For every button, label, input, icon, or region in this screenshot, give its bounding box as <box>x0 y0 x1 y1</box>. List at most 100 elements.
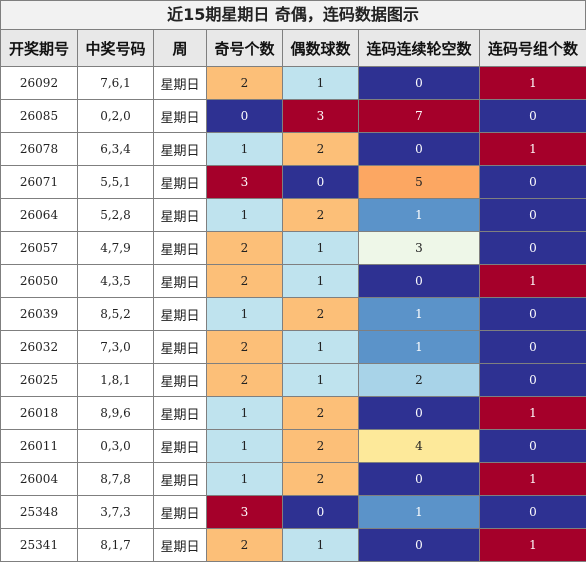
cell-numbers: 4,3,5 <box>78 265 154 298</box>
cell-odd-count: 1 <box>207 430 283 463</box>
cell-consecutive-groups: 0 <box>480 430 586 463</box>
cell-week: 星期日 <box>154 298 207 331</box>
cell-consecutive-miss: 7 <box>359 100 480 133</box>
cell-issue: 26064 <box>1 199 78 232</box>
cell-numbers: 5,5,1 <box>78 166 154 199</box>
cell-consecutive-groups: 1 <box>480 67 586 100</box>
cell-issue: 26018 <box>1 397 78 430</box>
cell-week: 星期日 <box>154 265 207 298</box>
cell-odd-count: 2 <box>207 364 283 397</box>
cell-week: 星期日 <box>154 364 207 397</box>
cell-numbers: 8,9,6 <box>78 397 154 430</box>
cell-week: 星期日 <box>154 529 207 562</box>
cell-consecutive-miss: 1 <box>359 298 480 331</box>
cell-consecutive-groups: 1 <box>480 133 586 166</box>
cell-issue: 26085 <box>1 100 78 133</box>
cell-numbers: 8,7,8 <box>78 463 154 496</box>
page-title: 近15期星期日 奇偶，连码数据图示 <box>0 0 586 29</box>
header-week: 周 <box>154 30 207 67</box>
cell-consecutive-groups: 1 <box>480 529 586 562</box>
cell-consecutive-groups: 0 <box>480 166 586 199</box>
cell-odd-count: 1 <box>207 463 283 496</box>
cell-issue: 26092 <box>1 67 78 100</box>
cell-week: 星期日 <box>154 133 207 166</box>
cell-consecutive-groups: 0 <box>480 364 586 397</box>
cell-issue: 26050 <box>1 265 78 298</box>
cell-issue: 25341 <box>1 529 78 562</box>
cell-even-count: 1 <box>283 529 359 562</box>
cell-consecutive-groups: 1 <box>480 265 586 298</box>
cell-numbers: 3,7,3 <box>78 496 154 529</box>
cell-odd-count: 2 <box>207 232 283 265</box>
cell-consecutive-miss: 5 <box>359 166 480 199</box>
cell-week: 星期日 <box>154 397 207 430</box>
cell-consecutive-miss: 4 <box>359 430 480 463</box>
cell-consecutive-groups: 0 <box>480 298 586 331</box>
cell-even-count: 2 <box>283 199 359 232</box>
cell-even-count: 2 <box>283 298 359 331</box>
cell-even-count: 0 <box>283 496 359 529</box>
cell-issue: 26078 <box>1 133 78 166</box>
cell-consecutive-miss: 1 <box>359 331 480 364</box>
cell-even-count: 0 <box>283 166 359 199</box>
cell-week: 星期日 <box>154 166 207 199</box>
cell-odd-count: 2 <box>207 265 283 298</box>
cell-even-count: 3 <box>283 100 359 133</box>
cell-consecutive-groups: 0 <box>480 199 586 232</box>
cell-odd-count: 0 <box>207 100 283 133</box>
cell-even-count: 1 <box>283 364 359 397</box>
cell-consecutive-miss: 1 <box>359 496 480 529</box>
cell-even-count: 1 <box>283 232 359 265</box>
header-numbers: 中奖号码 <box>78 30 154 67</box>
header-even-count: 偶数球数 <box>283 30 359 67</box>
cell-numbers: 8,1,7 <box>78 529 154 562</box>
cell-consecutive-groups: 1 <box>480 397 586 430</box>
cell-week: 星期日 <box>154 100 207 133</box>
cell-consecutive-miss: 0 <box>359 529 480 562</box>
cell-numbers: 7,6,1 <box>78 67 154 100</box>
cell-consecutive-miss: 0 <box>359 463 480 496</box>
header-consecutive-groups: 连码号组个数 <box>480 30 586 67</box>
cell-odd-count: 1 <box>207 298 283 331</box>
stats-table: 开奖期号 中奖号码 周 奇号个数 偶数球数 连码连续轮空数 连码号组个数 260… <box>0 29 586 562</box>
cell-odd-count: 3 <box>207 496 283 529</box>
cell-numbers: 5,2,8 <box>78 199 154 232</box>
header-odd-count: 奇号个数 <box>207 30 283 67</box>
cell-odd-count: 3 <box>207 166 283 199</box>
cell-even-count: 2 <box>283 133 359 166</box>
cell-consecutive-groups: 1 <box>480 463 586 496</box>
cell-numbers: 7,3,0 <box>78 331 154 364</box>
cell-consecutive-groups: 0 <box>480 232 586 265</box>
cell-consecutive-miss: 2 <box>359 364 480 397</box>
cell-issue: 26039 <box>1 298 78 331</box>
cell-even-count: 1 <box>283 331 359 364</box>
cell-even-count: 1 <box>283 265 359 298</box>
header-consecutive-miss: 连码连续轮空数 <box>359 30 480 67</box>
cell-odd-count: 1 <box>207 199 283 232</box>
cell-consecutive-groups: 0 <box>480 496 586 529</box>
cell-consecutive-miss: 0 <box>359 67 480 100</box>
cell-odd-count: 2 <box>207 529 283 562</box>
cell-numbers: 8,5,2 <box>78 298 154 331</box>
cell-consecutive-miss: 3 <box>359 232 480 265</box>
cell-even-count: 2 <box>283 463 359 496</box>
cell-even-count: 2 <box>283 397 359 430</box>
cell-issue: 26071 <box>1 166 78 199</box>
cell-consecutive-miss: 0 <box>359 133 480 166</box>
cell-odd-count: 1 <box>207 133 283 166</box>
cell-odd-count: 1 <box>207 397 283 430</box>
cell-odd-count: 2 <box>207 67 283 100</box>
